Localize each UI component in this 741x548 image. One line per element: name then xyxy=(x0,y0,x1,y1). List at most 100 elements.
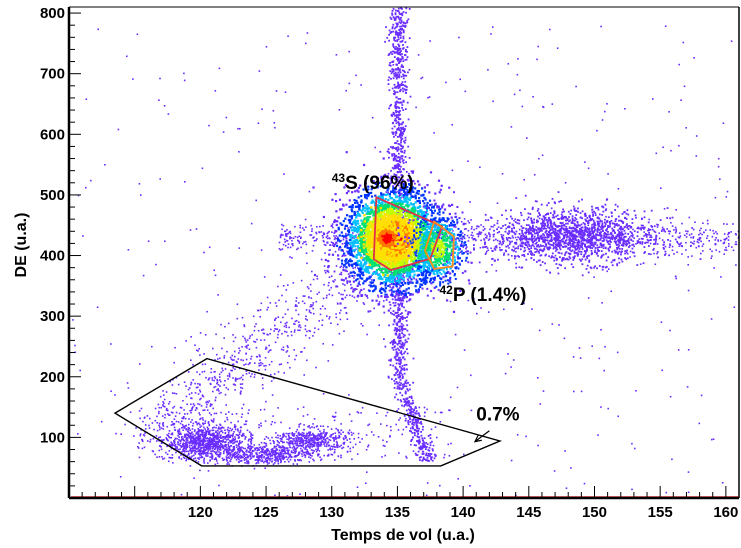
data-point xyxy=(393,304,396,307)
data-point xyxy=(395,114,398,116)
data-point xyxy=(583,239,586,241)
data-point xyxy=(318,320,320,322)
data-point xyxy=(725,238,727,240)
data-point xyxy=(187,371,190,373)
data-point xyxy=(207,401,209,404)
data-point xyxy=(697,245,700,247)
data-point xyxy=(584,252,587,255)
data-point xyxy=(507,258,510,261)
data-point xyxy=(395,358,397,361)
data-point xyxy=(596,233,598,236)
data-point xyxy=(525,258,528,261)
data-point xyxy=(115,432,117,435)
data-point xyxy=(401,356,404,359)
data-point xyxy=(140,194,142,196)
data-point xyxy=(426,482,429,484)
data-point xyxy=(613,258,616,261)
data-point xyxy=(560,228,563,230)
data-point xyxy=(393,56,396,58)
data-point xyxy=(523,178,525,181)
data-point xyxy=(403,130,405,133)
data-point xyxy=(315,366,317,369)
data-point xyxy=(483,239,486,241)
data-point xyxy=(569,257,572,260)
data-point xyxy=(231,354,234,357)
data-point xyxy=(508,222,511,224)
data-point xyxy=(402,11,405,13)
data-point xyxy=(591,239,593,242)
data-point xyxy=(592,213,594,216)
data-point xyxy=(344,306,347,309)
data-point xyxy=(228,375,231,378)
data-point xyxy=(403,128,405,131)
data-point xyxy=(191,455,193,457)
data-point xyxy=(346,250,348,253)
data-point xyxy=(512,224,515,227)
data-point xyxy=(228,463,230,465)
data-point xyxy=(404,89,407,92)
data-point xyxy=(717,165,720,168)
data-point xyxy=(581,246,583,248)
data-point xyxy=(689,245,692,247)
data-point xyxy=(328,249,330,252)
data-point xyxy=(543,218,546,221)
data-point xyxy=(298,235,300,238)
data-point xyxy=(559,256,561,259)
data-point xyxy=(110,390,112,392)
data-point xyxy=(533,174,536,176)
data-point xyxy=(419,446,422,449)
data-point xyxy=(390,169,392,172)
data-point xyxy=(162,425,165,427)
data-point xyxy=(579,224,582,227)
data-point xyxy=(644,251,646,253)
data-point xyxy=(403,369,406,371)
data-point xyxy=(285,239,288,242)
data-point xyxy=(521,254,524,257)
data-point xyxy=(619,233,622,236)
data-point xyxy=(199,354,201,356)
data-point xyxy=(303,229,305,231)
data-point xyxy=(596,231,599,233)
data-point xyxy=(421,450,424,453)
data-point xyxy=(599,219,602,222)
data-point xyxy=(394,341,397,344)
data-point xyxy=(536,200,538,203)
data-point xyxy=(167,113,170,115)
data-point xyxy=(321,324,323,326)
data-point xyxy=(663,241,665,244)
data-point xyxy=(403,22,405,25)
data-point xyxy=(478,261,481,264)
data-point xyxy=(518,255,520,258)
data-point xyxy=(559,237,561,239)
data-point xyxy=(292,237,295,240)
data-point xyxy=(239,431,242,433)
data-point xyxy=(427,454,429,457)
data-point xyxy=(603,233,606,235)
data-point xyxy=(394,73,397,76)
data-point xyxy=(711,250,713,253)
data-point xyxy=(403,70,405,73)
data-point xyxy=(399,399,402,401)
data-point xyxy=(485,252,487,254)
data-point xyxy=(266,308,268,311)
data-point xyxy=(399,88,402,91)
data-point xyxy=(643,210,646,213)
data-point xyxy=(402,37,405,40)
data-point xyxy=(706,219,709,222)
data-point xyxy=(331,344,334,346)
data-point xyxy=(455,226,457,228)
data-point xyxy=(680,242,682,244)
data-point xyxy=(717,240,720,242)
data-point xyxy=(206,403,208,406)
data-point xyxy=(601,268,604,271)
data-point xyxy=(586,264,589,267)
data-point xyxy=(392,310,395,312)
data-point xyxy=(298,240,301,243)
data-point xyxy=(477,225,480,228)
data-point xyxy=(614,220,617,222)
data-point xyxy=(313,240,316,242)
data-point xyxy=(287,335,289,337)
data-point xyxy=(531,252,534,255)
data-point xyxy=(593,235,596,238)
data-point xyxy=(537,236,540,239)
